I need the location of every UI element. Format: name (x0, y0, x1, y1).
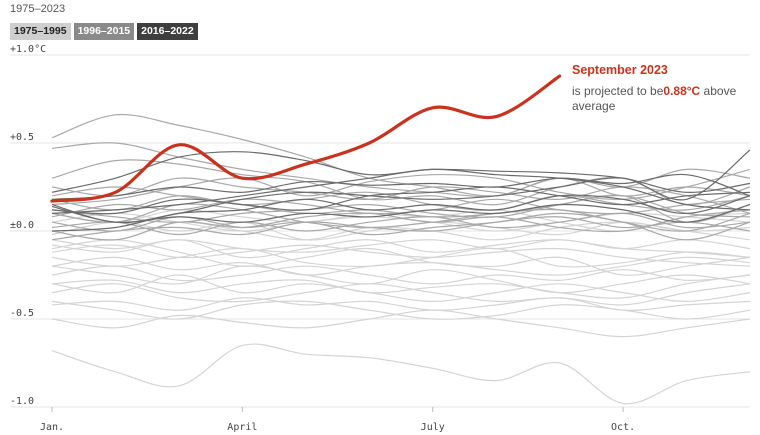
y-axis-ticks: +1.0°C +0.5 ±0.0 -0.5 -1.0 (10, 44, 46, 407)
annotation-line-2: average (572, 99, 616, 113)
series-line-7 (51, 113, 751, 197)
series-line-39 (51, 297, 751, 311)
series-line-35 (51, 256, 751, 276)
legend-item-1996-2015: 1996–2015 (73, 23, 135, 40)
annotation-suffix: above (700, 84, 736, 98)
series-line-5 (51, 186, 751, 215)
series-line-15 (51, 177, 751, 214)
series-line-28 (51, 247, 751, 268)
series-line-25 (51, 343, 751, 405)
x-tick-label-3: Oct. (611, 422, 635, 433)
x-axis-ticks: Jan. April July Oct. (40, 407, 635, 433)
series-line-21 (51, 239, 751, 276)
historical-series (51, 113, 751, 405)
legend-item-2016-2022: 2016–2022 (137, 23, 198, 40)
series-line-23 (51, 274, 751, 303)
series-line-31 (51, 309, 751, 338)
series-line-34 (51, 244, 751, 267)
y-tick-label-3: -0.5 (10, 308, 34, 319)
annotation-line-1: is projected to be0.88°C above (572, 84, 737, 98)
series-line-2023 (50, 74, 562, 203)
series-line-30 (51, 283, 751, 306)
series-line-36 (51, 239, 751, 259)
y-tick-label-1: +0.5 (10, 132, 34, 143)
date-range-label: 1975–2023 (10, 3, 66, 15)
series-line-4 (51, 168, 751, 214)
legend-item-1975-1995: 1975–1995 (10, 23, 71, 40)
series-line-17 (51, 216, 751, 241)
x-tick-label-0: Jan. (40, 422, 64, 433)
series-line-6 (51, 203, 751, 224)
series-line-24 (51, 300, 751, 320)
series-line-8 (51, 142, 751, 198)
y-tick-label-0: +1.0°C (10, 44, 46, 55)
series-line-14 (51, 209, 751, 241)
series-line-37 (51, 274, 751, 299)
series-line-29 (51, 265, 751, 285)
legend: 1975–1995 1996–2015 2016–2022 (10, 23, 198, 40)
annotation: September 2023 is projected to be0.88°C … (572, 63, 737, 113)
y-tick-label-2: ±0.0 (10, 220, 34, 231)
series-line-11 (51, 203, 751, 232)
annotation-prefix: is projected to be (572, 84, 664, 98)
y-tick-label-4: -1.0 (10, 396, 34, 407)
x-tick-label-2: July (421, 422, 445, 433)
annotation-title: September 2023 (572, 63, 668, 77)
series-line-20 (51, 212, 751, 236)
highlight-series-2023 (50, 74, 562, 203)
series-line-1 (51, 173, 751, 200)
series-line-22 (51, 265, 751, 294)
annotation-value: 0.88°C (663, 84, 700, 98)
grid-lines (10, 54, 750, 408)
series-line-19 (51, 194, 751, 223)
x-tick-label-1: April (227, 422, 257, 433)
series-line-3 (51, 194, 751, 232)
